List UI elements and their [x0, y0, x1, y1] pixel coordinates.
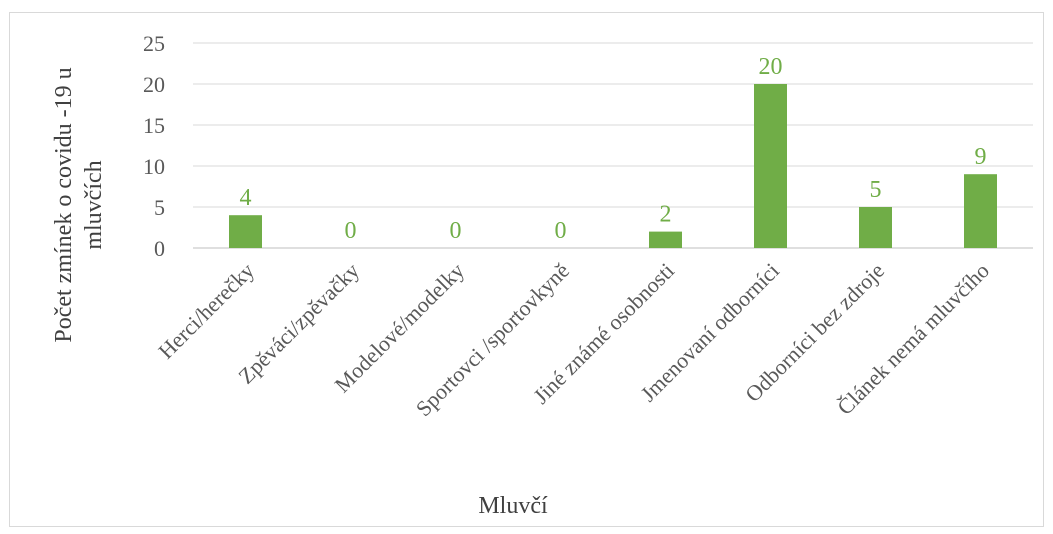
data-label: 0 — [555, 218, 567, 244]
gridlines — [193, 42, 1033, 249]
y-axis-ticks: 0 5 10 15 20 25 — [143, 31, 165, 261]
bar — [754, 84, 787, 248]
y-axis-label-line-2: mluvčích — [81, 160, 107, 249]
y-tick-label: 5 — [154, 195, 165, 220]
y-tick-label: 10 — [143, 154, 165, 179]
bar — [649, 231, 682, 248]
bar — [964, 174, 997, 248]
data-label: 20 — [759, 54, 783, 80]
data-label: 2 — [660, 202, 672, 228]
data-label: 9 — [975, 144, 987, 170]
bars — [229, 84, 997, 248]
y-tick-label: 20 — [143, 72, 165, 97]
y-tick-label: 15 — [143, 113, 165, 138]
bar — [229, 215, 262, 248]
y-axis-label-line-1: Počet zmínek o covidu -19 u — [51, 67, 77, 342]
y-tick-label: 25 — [143, 31, 165, 56]
data-label: 4 — [240, 185, 252, 211]
data-label: 0 — [345, 218, 357, 244]
data-label: 5 — [870, 177, 882, 203]
bar — [859, 207, 892, 248]
x-axis-categories: Herci/herečkyZpěváci/zpěvačkyModelové/mo… — [153, 258, 994, 421]
chart-frame — [9, 12, 1044, 527]
x-category-label: Herci/herečky — [153, 258, 259, 364]
y-tick-label: 0 — [154, 236, 165, 261]
x-axis-label: Mluvčí — [478, 493, 548, 519]
data-labels: 4 0 0 0 2 20 5 9 — [240, 54, 987, 244]
data-label: 0 — [450, 218, 462, 244]
